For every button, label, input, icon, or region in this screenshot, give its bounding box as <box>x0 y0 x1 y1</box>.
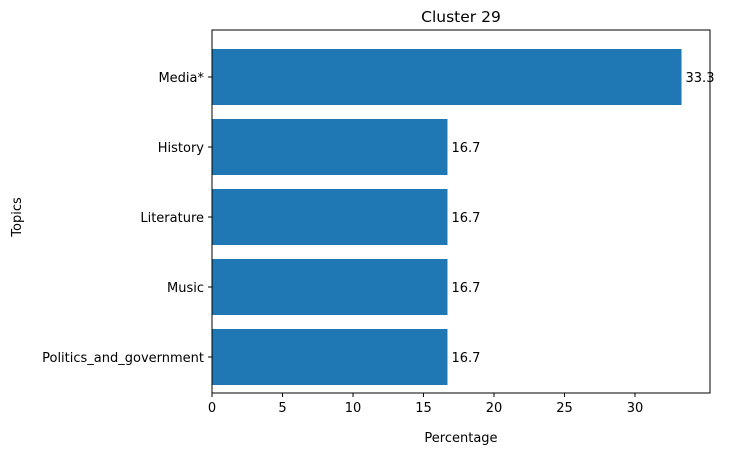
bar-value-label: 16.7 <box>451 351 480 366</box>
category-label: Literature <box>140 211 204 226</box>
bar <box>212 189 448 245</box>
category-label: History <box>158 141 205 156</box>
x-axis-ticks: 0 5 10 15 20 25 30 <box>208 393 643 416</box>
bar <box>212 49 682 105</box>
bars-group: 33.3 16.7 16.7 16.7 16.7 <box>212 49 714 385</box>
x-tick-label: 30 <box>627 401 644 416</box>
bar-value-label: 16.7 <box>451 281 480 296</box>
x-axis-label: Percentage <box>424 431 497 446</box>
category-labels: Media* History Literature Music Politics_and… <box>42 71 212 366</box>
x-tick-label: 25 <box>556 401 573 416</box>
y-axis-label: Topics <box>10 197 25 238</box>
chart-title: Cluster 29 <box>421 8 501 26</box>
bar-value-label: 16.7 <box>451 211 480 226</box>
category-label: Media* <box>158 71 204 86</box>
x-tick-label: 15 <box>415 401 432 416</box>
x-tick-label: 0 <box>208 401 216 416</box>
bar-value-label: 16.7 <box>451 141 480 156</box>
category-label: Politics_and_government <box>42 351 204 366</box>
plot-frame <box>211 29 711 394</box>
category-label: Music <box>167 281 204 296</box>
x-tick-label: 20 <box>486 401 503 416</box>
bar-value-label: 33.3 <box>686 71 715 86</box>
x-tick-label: 5 <box>278 401 286 416</box>
x-tick-label: 10 <box>345 401 362 416</box>
bar <box>212 259 448 315</box>
bar <box>212 329 448 385</box>
bar <box>212 119 448 175</box>
